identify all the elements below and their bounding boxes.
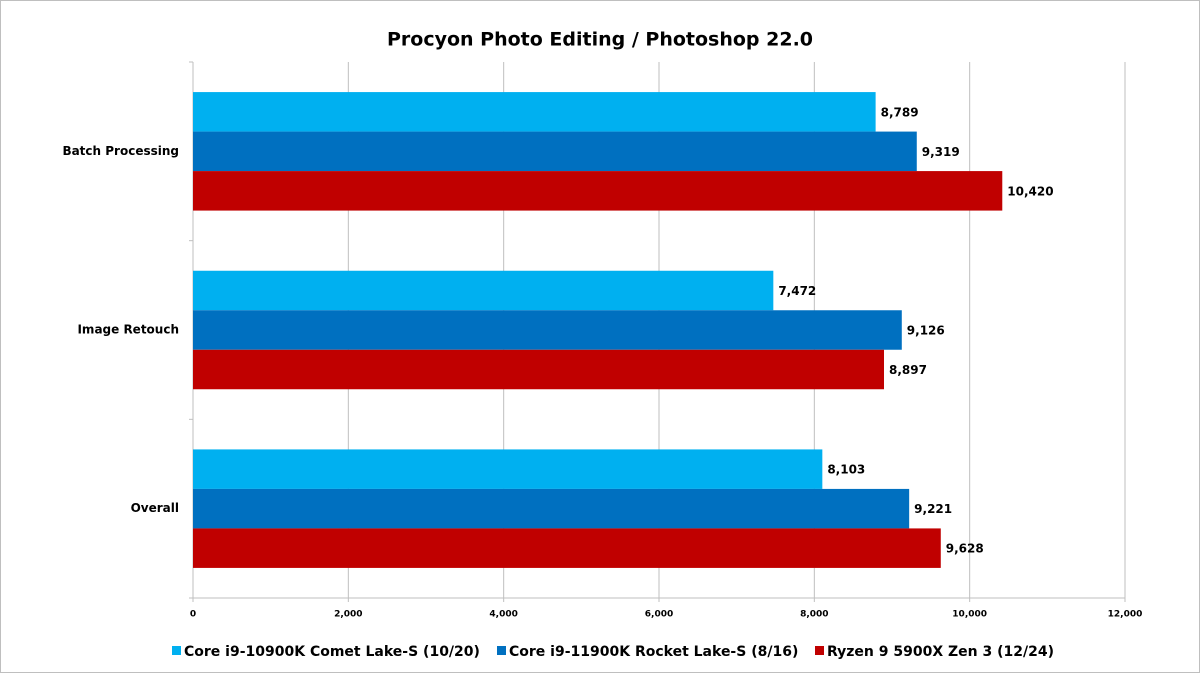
value-label: 8,897 bbox=[889, 363, 927, 377]
value-label: 8,789 bbox=[881, 105, 919, 119]
y-tick-label: Batch Processing bbox=[62, 144, 179, 158]
bar bbox=[193, 349, 885, 390]
legend-swatch bbox=[497, 646, 506, 655]
x-tick-label: 2,000 bbox=[334, 610, 362, 620]
value-label: 9,628 bbox=[946, 542, 984, 556]
chart-title: Procyon Photo Editing / Photoshop 22.0 bbox=[387, 29, 813, 51]
value-label: 7,472 bbox=[778, 284, 816, 298]
x-tick-label: 4,000 bbox=[489, 610, 517, 620]
bar bbox=[193, 488, 910, 529]
value-label: 8,103 bbox=[827, 463, 865, 477]
bar bbox=[193, 449, 823, 489]
bar bbox=[193, 171, 1003, 211]
value-label: 9,319 bbox=[922, 145, 960, 159]
bar bbox=[193, 92, 876, 132]
x-tick-label: 10,000 bbox=[952, 610, 987, 620]
y-tick-label: Image Retouch bbox=[77, 323, 179, 337]
legend-swatch bbox=[172, 646, 181, 655]
legend-swatch bbox=[815, 646, 824, 655]
legend-label: Ryzen 9 5900X Zen 3 (12/24) bbox=[827, 644, 1054, 660]
legend-label: Core i9-11900K Rocket Lake-S (8/16) bbox=[509, 644, 798, 660]
value-label: 9,221 bbox=[914, 502, 952, 516]
x-tick-label: 8,000 bbox=[800, 610, 828, 620]
x-tick-label: 6,000 bbox=[645, 610, 673, 620]
x-tick-label: 12,000 bbox=[1108, 610, 1143, 620]
value-label: 10,420 bbox=[1007, 184, 1053, 198]
legend-label: Core i9-10900K Comet Lake-S (10/20) bbox=[184, 644, 480, 660]
value-label: 9,126 bbox=[907, 324, 945, 338]
bar bbox=[193, 131, 917, 172]
y-tick-label: Overall bbox=[131, 501, 179, 515]
x-tick-label: 0 bbox=[190, 610, 196, 620]
bar bbox=[193, 270, 774, 311]
bar bbox=[193, 528, 941, 568]
bar bbox=[193, 310, 902, 350]
